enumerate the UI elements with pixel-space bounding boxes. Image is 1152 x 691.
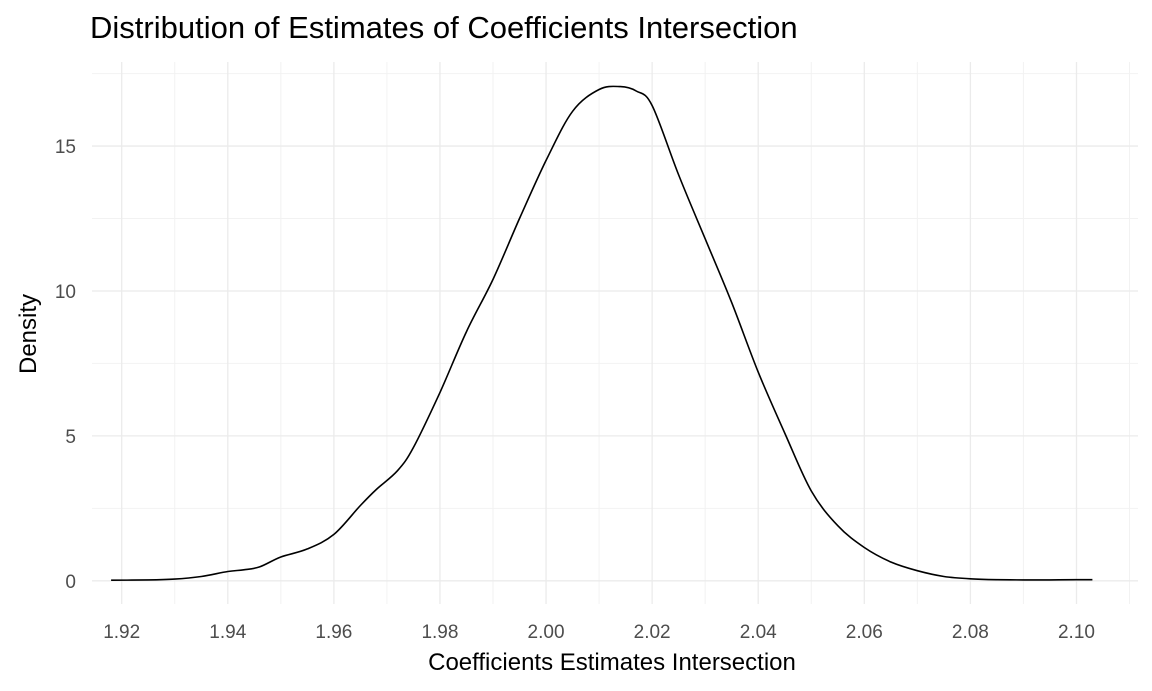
x-axis-ticks: 1.92 1.94 1.96 1.98 2.00 2.02 2.04 2.06 2.08 2.10 <box>103 622 1095 643</box>
major-gridlines <box>92 62 1138 604</box>
y-axis-ticks: 0 5 10 15 <box>55 137 76 593</box>
chart-title: Distribution of Estimates of Coefficient… <box>90 10 798 45</box>
x-tick-label: 1.94 <box>209 622 246 643</box>
x-axis-title: Coefficients Estimates Intersection <box>428 649 796 676</box>
y-tick-label: 10 <box>55 282 76 303</box>
y-tick-label: 15 <box>55 137 76 158</box>
x-tick-label: 1.96 <box>315 622 352 643</box>
y-axis-title: Density <box>15 294 42 374</box>
y-tick-label: 0 <box>65 572 76 593</box>
density-curve <box>111 85 1093 581</box>
x-tick-label: 2.10 <box>1058 622 1095 643</box>
minor-gridlines <box>92 62 1138 604</box>
x-tick-label: 1.98 <box>421 622 458 643</box>
x-tick-label: 2.00 <box>528 622 565 643</box>
x-tick-label: 1.92 <box>103 622 140 643</box>
x-tick-label: 2.02 <box>634 622 671 643</box>
x-tick-label: 2.08 <box>952 622 989 643</box>
y-tick-label: 5 <box>65 427 76 448</box>
x-tick-label: 2.06 <box>846 622 883 643</box>
x-tick-label: 2.04 <box>740 622 777 643</box>
